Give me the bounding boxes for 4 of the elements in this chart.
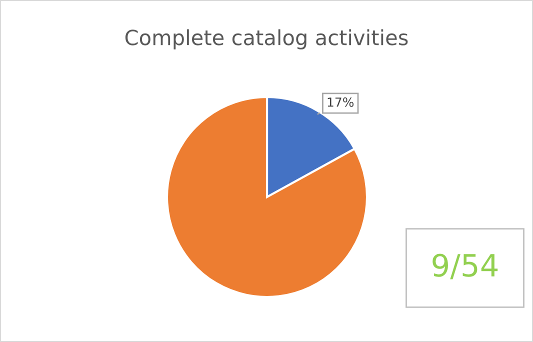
- pie-slice: [166, 96, 368, 298]
- text: 9/54: [432, 254, 498, 280]
- data-label: 17%: [328, 97, 354, 107]
- chart-title: Complete catalog activities: [125, 29, 408, 50]
